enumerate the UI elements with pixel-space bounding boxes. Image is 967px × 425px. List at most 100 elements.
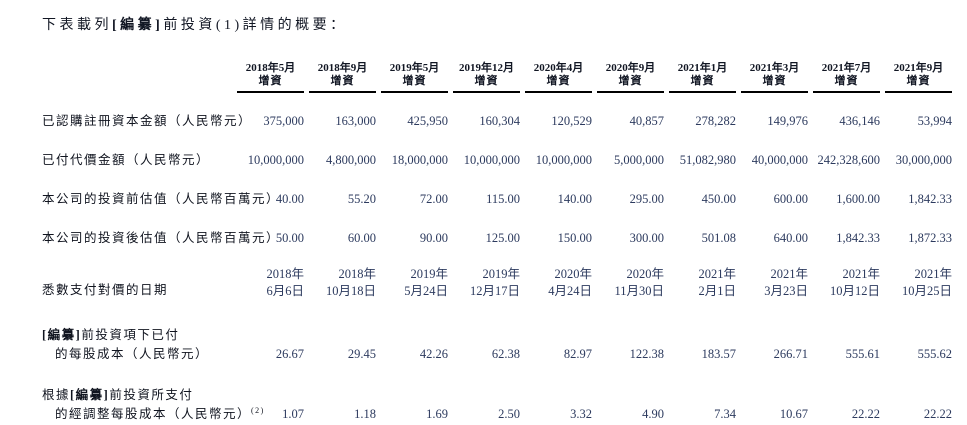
date-day: 10月18日 (325, 284, 376, 298)
table-cell: 10,000,000 (247, 153, 304, 167)
row-label-text: 根據 (42, 388, 71, 402)
row-label-text: 前投資所支付 (109, 388, 194, 402)
column-header-subtitle: 增資 (762, 75, 787, 87)
table-cell: 125.00 (485, 231, 520, 245)
column-header: 2019年12月 增資 (453, 42, 520, 93)
table-cell: 18,000,000 (391, 153, 448, 167)
table-cell: 3.32 (570, 407, 592, 421)
table-cell: 2020年 11月30日 (597, 248, 664, 300)
row-label-text: 本公司的投資後估值（人民幣百萬元） (42, 231, 281, 245)
table-row: [編纂]前投資項下已付 的每股成本（人民幣元） 26.67 29.45 42.26 62.… (42, 300, 952, 364)
column-header-period: 2021年7月 (821, 62, 872, 74)
column-header-subtitle: 增資 (834, 75, 859, 87)
column-header-period: 2021年3月 (749, 62, 800, 74)
date-day: 3月23日 (764, 284, 808, 298)
column-header-subtitle: 增資 (546, 75, 571, 87)
row-label-header (42, 42, 232, 93)
table-cell: 436,146 (839, 114, 880, 128)
column-header: 2021年1月 增資 (669, 42, 736, 93)
column-header: 2020年9月 增資 (597, 42, 664, 93)
table-cell: 183.57 (701, 347, 736, 361)
table-row: 本公司的投資後估值（人民幣百萬元） 50.00 60.00 90.00 125.00 15… (42, 209, 952, 248)
table-cell: 163,000 (335, 114, 376, 128)
table-cell: 42.26 (419, 347, 448, 361)
column-header-period: 2019年12月 (459, 62, 514, 74)
table-row: 已付代價金額（人民幣元） 10,000,000 4,800,000 18,000,00… (42, 131, 952, 170)
date-year: 2018年 (266, 267, 304, 281)
column-header-period: 2020年9月 (605, 62, 656, 74)
date-year: 2020年 (554, 267, 592, 281)
header-row: 2018年5月 增資 2018年9月 增資 2019年5月 增資 2019年12月 增資 202… (42, 42, 952, 93)
row-label-line: 悉數支付對價的日期 (42, 281, 232, 300)
table-cell: 1.07 (282, 407, 304, 421)
table-cell: 40,857 (629, 114, 664, 128)
row-label-text: 已付代價金額（人民幣元） (42, 153, 211, 167)
table-cell: 2020年 4月24日 (525, 248, 592, 300)
table-cell: 2019年 5月24日 (381, 248, 448, 300)
table-cell: 62.38 (491, 347, 520, 361)
column-header-subtitle: 增資 (906, 75, 931, 87)
table-cell: 450.00 (701, 192, 736, 206)
column-header: 2020年4月 增資 (525, 42, 592, 93)
table-row: 本公司的投資前估值（人民幣百萬元） 40.00 55.20 72.00 115.00 14… (42, 170, 952, 209)
table-cell: 640.00 (773, 231, 808, 245)
row-label-line: 已認購註冊資本金額（人民幣元） (42, 112, 251, 131)
date-day: 6月6日 (266, 284, 304, 298)
table-cell: 10,000,000 (463, 153, 520, 167)
table-cell: 122.38 (629, 347, 664, 361)
date-year: 2019年 (410, 267, 448, 281)
table-cell: 140.00 (557, 192, 592, 206)
table-cell: 2021年 10月12日 (813, 248, 880, 300)
table-cell: 30,000,000 (895, 153, 952, 167)
table-cell: 53,994 (917, 114, 952, 128)
date-year: 2021年 (770, 267, 808, 281)
row-label-line: [編纂]前投資項下已付 (42, 326, 232, 345)
date-year: 2021年 (842, 267, 880, 281)
table-cell: 242,328,600 (817, 153, 881, 167)
table-cell: 555.62 (917, 347, 952, 361)
table-cell: 1,842.33 (908, 192, 952, 206)
table-cell: 295.00 (629, 192, 664, 206)
column-header-period: 2020年4月 (533, 62, 584, 74)
row-label-line: 根據[編纂]前投資所支付 (42, 386, 232, 405)
row-label: [編纂]前投資項下已付的每股成本（人民幣元） (42, 300, 232, 364)
row-label-text: 的經調整每股成本（人民幣元） (55, 407, 252, 421)
date-day: 12月17日 (469, 284, 520, 298)
table-cell: 501.08 (701, 231, 736, 245)
table-cell: 40,000,000 (751, 153, 808, 167)
date-day: 4月24日 (548, 284, 592, 298)
date-year: 2021年 (914, 267, 952, 281)
table-cell: 10.67 (779, 407, 808, 421)
table-cell: 55.20 (347, 192, 376, 206)
row-label-line: 已付代價金額（人民幣元） (42, 151, 232, 170)
row-label-line: 本公司的投資後估值（人民幣百萬元） (42, 229, 279, 248)
table-cell: 7.34 (714, 407, 736, 421)
column-header-period: 2018年9月 (317, 62, 368, 74)
table-cell: 375,000 (263, 114, 304, 128)
row-label: 根據[編纂]前投資所支付 的經調整每股成本（人民幣元）(2) (42, 364, 263, 424)
column-header-subtitle: 增資 (330, 75, 355, 87)
row-label: 悉數支付對價的日期 (42, 248, 232, 300)
row-label-line: 的經調整每股成本（人民幣元）(2) (42, 405, 263, 424)
column-header: 2018年5月 增資 (237, 42, 304, 93)
table-cell: 1,872.33 (908, 231, 952, 245)
column-header-subtitle: 增資 (474, 75, 499, 87)
table-cell: 2.50 (498, 407, 520, 421)
table-cell: 50.00 (275, 231, 304, 245)
row-label-text: [編纂] (42, 328, 82, 342)
table-cell: 22.22 (923, 407, 952, 421)
row-label-text: 已認購註冊資本金額（人民幣元） (42, 114, 253, 128)
row-label-text: 的每股成本（人民幣元） (55, 347, 210, 361)
column-header-subtitle: 增資 (618, 75, 643, 87)
table-cell: 2021年 2月1日 (669, 248, 736, 300)
column-header-subtitle: 增資 (690, 75, 715, 87)
table-cell: 1,600.00 (836, 192, 880, 206)
column-header: 2019年5月 增資 (381, 42, 448, 93)
date-day: 2月1日 (698, 284, 736, 298)
table-cell: 2018年 6月6日 (237, 248, 304, 300)
table-cell: 22.22 (851, 407, 880, 421)
table-cell: 266.71 (773, 347, 808, 361)
table-cell: 10,000,000 (535, 153, 592, 167)
date-day: 10月25日 (901, 284, 952, 298)
